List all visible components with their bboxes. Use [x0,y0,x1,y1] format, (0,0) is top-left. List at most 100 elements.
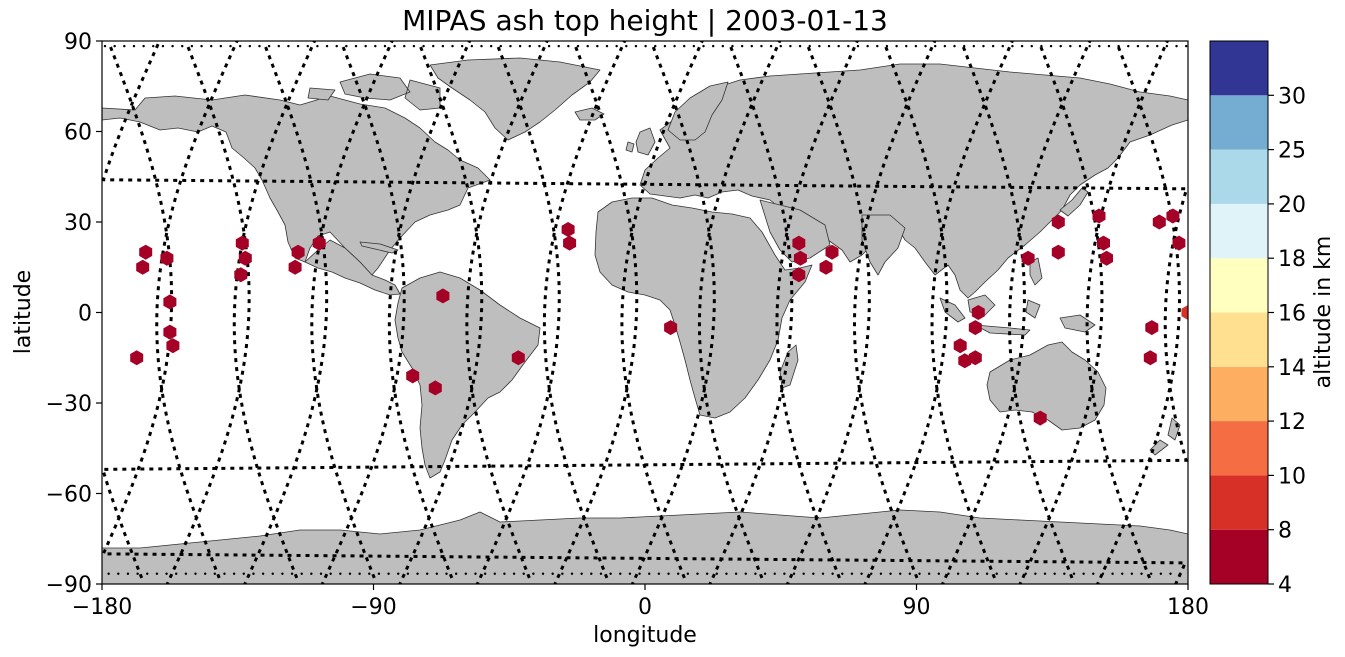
track-dot [454,572,458,575]
colorbar-segment [1210,529,1268,584]
track-dot [876,44,879,48]
colorbar-tick-label: 30 [1278,84,1306,109]
track-dot [914,44,918,48]
track-dot [648,572,651,575]
ash-height-point [1143,350,1157,366]
track-dot [248,44,252,48]
orbit-track [852,41,937,579]
track-dot [451,44,454,48]
track-dot [711,44,715,48]
track-dot [1053,572,1056,575]
track-dot [319,572,323,575]
y-tick-label: 60 [64,121,92,146]
ash-height-point [436,288,450,304]
track-dot [252,572,255,575]
track-dot [847,44,850,48]
x-tick-label: 0 [638,595,652,620]
track-dot [1069,44,1072,48]
track-dot [908,572,912,575]
track-dot [721,44,725,48]
track-dot [605,44,609,48]
x-tick-label: −90 [350,595,396,620]
land-antarctica [102,509,1188,584]
track-dot [619,572,622,575]
track-dot [976,572,979,575]
track-dot [956,572,960,575]
orbit-track [775,41,859,579]
colorbar-segment [1210,95,1268,150]
ash-height-point [511,350,525,366]
ash-height-point [428,380,442,396]
track-dot [325,44,329,48]
ash-height-point [234,267,248,283]
track-dot [210,44,213,48]
land-india [861,214,906,276]
y-tick-label: −30 [46,392,92,417]
track-dot [184,572,188,575]
track-dot [1059,44,1062,48]
track-dot [702,44,705,48]
track-dot [422,44,425,48]
track-dot [190,44,194,48]
track-dot [406,572,410,575]
colorbar-segment [1210,41,1268,96]
colorbar-tick-label: 25 [1278,139,1306,164]
land-greenland [429,57,601,141]
colorbar-segment [1210,421,1268,476]
colorbar-segment [1210,366,1268,422]
track-dot [740,44,744,48]
track-dot [445,572,448,575]
ash-height-point [1033,410,1047,426]
track-dot [229,44,232,48]
land-north-america [102,94,491,276]
ash-height-point [139,244,153,260]
track-dot [567,44,570,48]
track-dot [1098,44,1101,48]
ash-height-point [235,235,249,251]
track-dot [1082,572,1085,575]
track-dot [261,572,265,575]
track-dot [1140,572,1143,575]
orbit-track [620,41,704,579]
track-dot [310,572,313,575]
track-dot [899,572,902,575]
track-dot [1184,44,1188,48]
track-dot [132,44,136,48]
ash-height-point [971,305,985,320]
track-dot [538,44,541,48]
track-dot [663,44,667,48]
track-dot [866,44,869,48]
track-dot [1014,572,1018,575]
colorbar-tick-label: 18 [1278,247,1306,272]
track-dot [870,572,873,575]
track-dot [165,572,168,575]
track-dot [812,572,815,575]
track-dot [750,44,753,48]
land-japan [1059,187,1089,217]
y-tick-label: −60 [46,483,92,508]
track-dot [271,572,274,575]
ash-height-point [163,324,177,340]
track-dot [123,44,126,48]
track-dot [1049,44,1053,48]
track-dot [460,44,464,48]
track-dot [435,572,439,575]
orbit-track [232,41,317,579]
track-dot [634,44,638,48]
track-dot [503,572,506,575]
track-dot [329,572,332,575]
track-dot [570,572,574,575]
track-dot [557,44,560,48]
track-dot [850,572,854,575]
colorbar-segment [1210,258,1268,313]
ash-height-point [1152,214,1166,230]
track-dot [126,572,130,575]
track-dot [1175,44,1178,48]
track-dot [483,572,487,575]
track-dot [493,572,496,575]
track-dot [113,44,116,48]
track-dot [1189,573,1191,575]
ash-height-point [130,350,144,366]
ash-height-point [238,250,252,266]
orbit-track [310,41,394,579]
